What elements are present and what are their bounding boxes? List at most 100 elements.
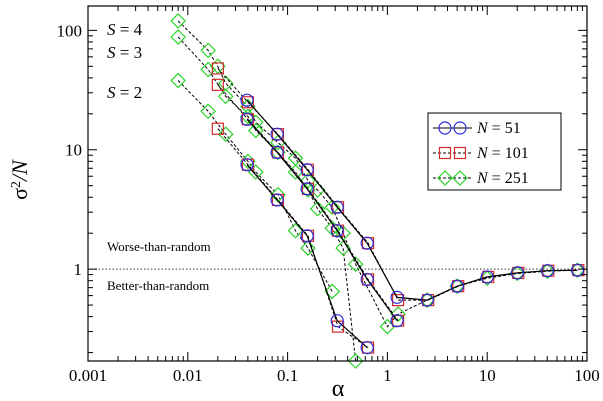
data-point-diamond-s3-0 [170, 29, 186, 45]
data-point-circle-s4-3 [330, 200, 344, 214]
data-point-circle-s3-0 [240, 112, 254, 126]
data-point-circle-s2-1 [270, 193, 284, 207]
data-point-circle-s3-1 [270, 145, 284, 160]
data-point-circle-s4-9 [510, 266, 525, 280]
data-point-diamond-s4-8 [300, 172, 316, 189]
x-tick-label: 100 [574, 366, 600, 385]
legend-marker-square [453, 146, 467, 160]
legend-label-n51-num: 51 [505, 120, 521, 137]
x-axis-label: α [332, 376, 345, 401]
legend-label-n51-eq: = [488, 120, 505, 137]
legend-label-n51-var: N [476, 120, 489, 137]
data-point-circle-s2-2 [300, 229, 314, 243]
s-label-2-eq: = [116, 83, 134, 102]
data-point-diamond-s3-4 [247, 122, 264, 139]
data-point-circle-s4-2 [300, 163, 314, 177]
data-point-diamond-s4-12 [347, 256, 364, 273]
series-circle-s2 [240, 158, 374, 355]
data-point-diamond-s2-0 [170, 72, 186, 89]
data-point-diamond-s2-2 [217, 126, 234, 143]
series-line-diamond-s2 [177, 80, 333, 292]
data-point-circle-s4-7 [450, 279, 464, 293]
s-label-3-num: 3 [134, 43, 143, 62]
s-label-4-var: S [107, 20, 116, 39]
legend-label-n251-num: 251 [505, 170, 529, 187]
data-point-diamond-s4-3 [217, 75, 234, 92]
series-line-circle-s2 [246, 164, 368, 349]
data-point-diamond-s4-1 [200, 42, 217, 59]
x-tick-label: 0.001 [69, 366, 107, 385]
y-axis-label-sup: 2 [9, 181, 24, 188]
data-point-diamond-s2-1 [200, 103, 217, 120]
s-label-3-eq: = [116, 43, 134, 62]
data-point-diamond-s4-2 [209, 58, 226, 75]
x-tick-label: 10 [479, 366, 496, 385]
series-circle-s3 [240, 112, 404, 328]
plot-frame [87, 5, 588, 362]
data-point-circle-s4-4 [360, 236, 374, 250]
data-point-diamond-s2-7 [300, 240, 316, 256]
legend-label-n51: N = 51 [476, 120, 521, 137]
data-point-circle-s2-4 [360, 341, 374, 355]
legend-label-n101: N = 101 [476, 145, 529, 162]
data-point-circle-s2-3 [330, 314, 344, 328]
data-point-square-s4-6 [391, 294, 405, 307]
series-line-diamond-s4 [177, 20, 578, 328]
data-point-diamond-s3-2 [217, 88, 234, 105]
series-diamond-s3 [170, 29, 364, 369]
y-tick-label: 1 [74, 260, 83, 279]
legend-label-n251-var: N [476, 170, 489, 187]
data-point-square-s4-1 [241, 96, 254, 109]
data-point-circle-s3-5 [390, 314, 404, 328]
axes-layer: 0.001 0.01 0.1 1 10 100 1 10 100 [57, 5, 600, 385]
legend-label-n251: N = 251 [476, 170, 529, 187]
data-point-circle-s4-0 [240, 93, 254, 107]
data-point-diamond-s4-0 [170, 13, 186, 29]
y-axis-label-tail: /N [7, 159, 32, 183]
data-point-diamond-s3-11 [347, 353, 364, 369]
legend-marker-square [438, 146, 452, 160]
x-tick-label: 0.01 [173, 366, 203, 385]
y-axis-label: σ2/N [7, 159, 32, 200]
s-label-3-var: S [107, 43, 116, 62]
y-tick-label: 10 [65, 141, 82, 160]
legend-label-n251-eq: = [488, 170, 505, 187]
data-point-circle-s4-1 [270, 127, 284, 141]
y-tick-label: 100 [57, 21, 83, 40]
s-label-2-num: 2 [134, 83, 143, 102]
x-tick-label: 0.1 [277, 366, 298, 385]
x-tick-label: 1 [383, 366, 392, 385]
legend: N = 51 N = 101 N = 251 [427, 112, 562, 191]
series-layer [170, 13, 586, 369]
data-point-square-s2-0 [211, 122, 224, 135]
legend-marker-circle [438, 121, 452, 135]
s-label-2-var: S [107, 83, 116, 102]
annotation-better-than-random: Better-than-random [107, 278, 209, 293]
data-point-square-s4-0 [211, 62, 224, 75]
data-point-diamond-s3-8 [309, 200, 326, 217]
legend-marker-circle [453, 121, 467, 135]
data-point-circle-s2-0 [240, 158, 254, 172]
data-point-circle-s4-10 [540, 264, 555, 278]
series-line-circle-s4 [246, 99, 578, 301]
legend-markers [433, 121, 472, 186]
data-point-circle-s4-5 [390, 290, 404, 304]
s-label-4-num: 4 [134, 20, 143, 39]
data-point-circle-s3-4 [360, 272, 374, 287]
data-point-circle-s4-6 [420, 293, 434, 307]
data-point-circle-s3-3 [330, 224, 344, 238]
data-point-circle-s4-11 [570, 263, 585, 277]
data-point-diamond-s4-10 [324, 199, 341, 216]
s-label-3: S = 3 [107, 43, 142, 62]
legend-label-n101-eq: = [488, 145, 505, 162]
s-label-4-eq: = [116, 20, 134, 39]
data-point-circle-s4-8 [480, 270, 494, 284]
data-point-diamond-s4-14 [390, 306, 406, 322]
data-point-square-s3-0 [211, 78, 224, 91]
legend-marker-diamond [452, 170, 468, 186]
s-label-2: S = 2 [107, 83, 142, 102]
s-label-4: S = 4 [107, 20, 143, 39]
series-line-circle-s3 [246, 118, 398, 322]
